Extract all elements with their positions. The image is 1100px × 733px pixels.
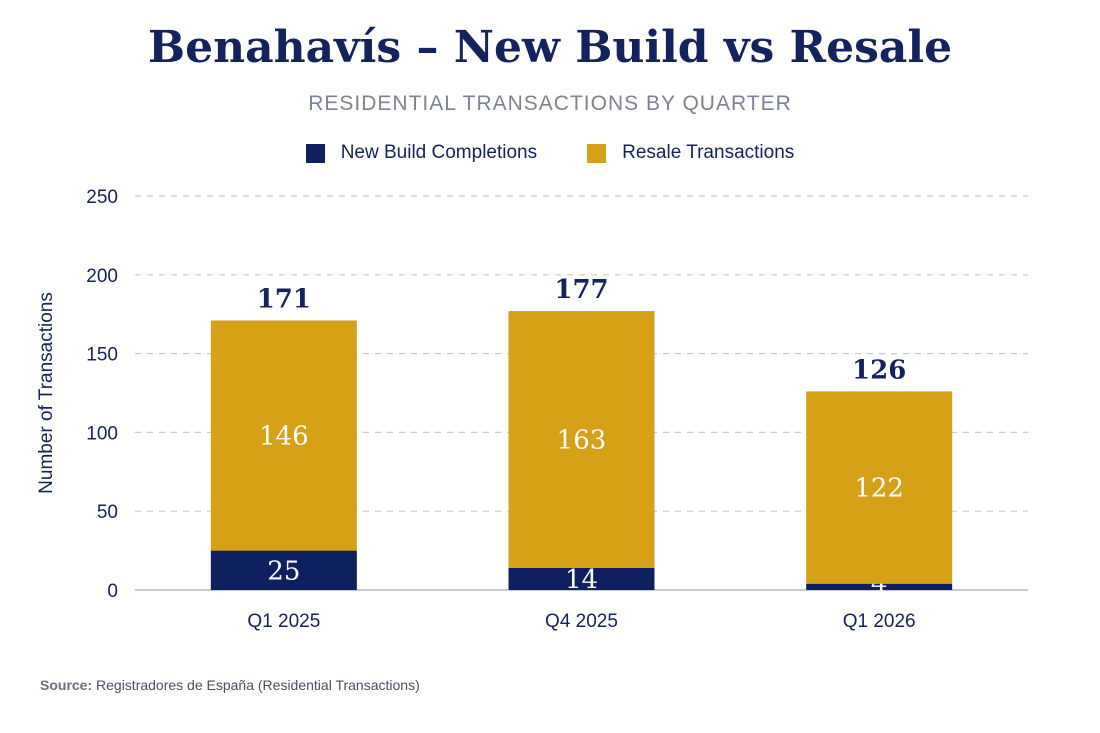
y-tick-label: 200 [86,266,118,287]
x-tick-label: Q1 2026 [843,611,916,632]
source-text: Registradores de España (Residential Tra… [96,677,420,693]
bar-new-build [210,550,357,590]
legend-swatch-resale [587,143,607,163]
data-label-new-build: 25 [267,556,300,586]
legend-item-resale: Resale Transactions [587,142,794,164]
legend-item-new-build: New Build Completions [305,142,538,164]
x-tick-label: Q1 2025 [247,611,320,632]
total-label: 126 [852,355,906,385]
bar-resale [210,320,357,551]
y-tick-label: 100 [86,423,118,444]
data-label-new-build: 14 [565,565,598,595]
data-label-resale: 122 [854,474,904,504]
bar-resale [806,391,953,584]
source-note: Source: Registradores de España (Residen… [40,677,420,693]
chart-title: Benahavís – New Build vs Resale [147,22,953,73]
legend: New Build Completions Resale Transaction… [0,142,1100,164]
legend-swatch-new-build [305,143,325,163]
y-tick-label: 50 [97,502,118,523]
total-label: 177 [554,275,608,305]
source-label: Source: [40,677,93,693]
legend-label-new-build: New Build Completions [340,142,538,163]
y-axis-label: Number of Transactions [36,292,57,494]
chart-subtitle: RESIDENTIAL TRANSACTIONS BY QUARTER [308,92,792,115]
legend-label-resale: Resale Transactions [622,142,795,163]
y-tick-label: 150 [86,345,118,366]
data-label-resale: 163 [557,425,607,455]
data-label-resale: 146 [259,422,309,452]
bar-new-build [508,567,655,590]
total-label: 171 [257,285,311,315]
x-tick-label: Q4 2025 [545,611,618,632]
bar-resale [508,311,655,568]
bar-new-build [806,583,953,590]
y-tick-label: 250 [86,187,118,208]
y-tick-label: 0 [107,581,118,602]
